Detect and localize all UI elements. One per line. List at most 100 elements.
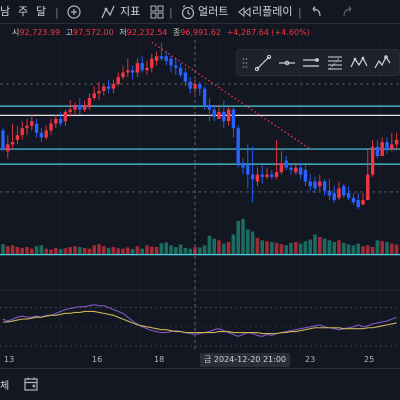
trend-line-icon[interactable]	[253, 53, 273, 73]
volume-bar	[169, 245, 173, 255]
volume-bar	[327, 240, 332, 255]
volume-bar	[58, 249, 63, 255]
interval-week[interactable]: 주	[18, 5, 29, 18]
volume-bar	[25, 247, 29, 255]
replay-button[interactable]: 리플레이	[252, 5, 293, 18]
parallel-channel-icon[interactable]	[301, 53, 321, 73]
volume-bar	[294, 242, 298, 255]
volume-bar	[241, 218, 245, 255]
drag-handle-icon[interactable]	[242, 57, 248, 69]
candle-body	[308, 181, 312, 187]
separator: |	[298, 6, 302, 19]
volume-bar	[361, 246, 365, 255]
candle-body	[231, 109, 236, 129]
candle-body	[279, 162, 284, 173]
volume-bar	[102, 246, 106, 255]
volume-bar	[44, 248, 48, 255]
candle-body	[274, 172, 279, 177]
candle-body	[54, 118, 58, 124]
candle-body	[250, 174, 255, 180]
volume-bar	[130, 249, 135, 255]
interval-month[interactable]: 달	[36, 5, 47, 18]
x-tick: 18	[154, 355, 165, 364]
volume-bar	[82, 247, 87, 255]
volume-bar	[121, 248, 125, 255]
replay-icon[interactable]	[236, 3, 252, 21]
drawing-toolbar	[236, 49, 400, 76]
indicators-icon[interactable]	[100, 3, 116, 21]
candle-body	[169, 58, 173, 66]
ohlc-legend: 시92,723.99 고97,572.00 저92,232.54 종96,991…	[12, 26, 310, 40]
volume-bar	[164, 242, 168, 255]
volume-bar	[255, 237, 260, 255]
bottom-bar: 체	[0, 368, 400, 400]
volume-bar	[260, 240, 264, 255]
candle-body	[289, 167, 293, 170]
xabcd-pattern-icon[interactable]	[349, 53, 369, 73]
volume-bar	[231, 234, 236, 255]
volume-bar	[322, 238, 327, 255]
candle-body	[380, 142, 384, 156]
candle-body	[92, 93, 96, 98]
elliott-wave-icon[interactable]	[373, 53, 393, 73]
volume-bar	[313, 234, 317, 255]
candle-body	[222, 111, 226, 122]
candle-body	[193, 84, 197, 89]
layout-grid-icon[interactable]	[150, 3, 164, 21]
volume-bar	[366, 245, 370, 255]
price-chart[interactable]	[0, 40, 400, 352]
volume-bar	[202, 245, 207, 255]
calendar-goto-date-icon[interactable]	[22, 375, 40, 393]
volume-bar	[63, 248, 68, 255]
indicators-button[interactable]: 지표	[120, 5, 141, 18]
candle-body	[390, 144, 394, 150]
interval-day[interactable]: 남	[0, 5, 11, 18]
candle-body	[198, 84, 202, 89]
compare-add-icon[interactable]	[66, 3, 82, 21]
low-label: 저	[119, 28, 127, 37]
fib-retracement-icon[interactable]	[325, 53, 345, 73]
candle-body	[106, 86, 111, 89]
volume-bar	[116, 248, 120, 255]
time-axis[interactable]: 13 16 18 23 25 금 2024-12-20 21:00	[0, 352, 400, 368]
bottom-bar-text[interactable]: 체	[0, 381, 10, 392]
volume-bar	[87, 248, 92, 255]
candle-body	[126, 70, 130, 73]
candle-body	[10, 142, 15, 145]
volume-bar	[351, 245, 356, 255]
volume-bar	[207, 235, 212, 255]
volume-bar	[346, 244, 351, 255]
volume-bar	[97, 244, 101, 255]
candle-body	[356, 200, 360, 208]
candle-body	[15, 135, 20, 140]
undo-icon[interactable]	[308, 3, 324, 21]
candle-body	[188, 81, 192, 89]
horizontal-ray-icon[interactable]	[277, 53, 297, 73]
volume-bar	[30, 248, 34, 255]
volume-bar	[140, 248, 144, 255]
volume-bar	[135, 246, 140, 255]
rsi-line	[2, 304, 397, 337]
volume-bar	[20, 247, 24, 255]
candle-body	[246, 165, 250, 175]
candle-body	[6, 144, 10, 152]
candle-body	[145, 67, 149, 71]
candle-body	[82, 104, 87, 110]
volume-bar	[318, 236, 322, 255]
candle-body	[135, 63, 140, 73]
candle-body	[361, 200, 365, 205]
crosshair-time-label: 금 2024-12-20 21:00	[200, 353, 290, 367]
alert-clock-icon[interactable]	[180, 3, 196, 21]
volume-bar	[356, 243, 360, 255]
redo-icon[interactable]	[340, 3, 356, 21]
candle-body	[255, 174, 260, 182]
volume-bar	[270, 242, 274, 255]
alert-button[interactable]: 얼러트	[198, 5, 229, 18]
candle-body	[34, 123, 39, 133]
candle-body	[178, 67, 183, 75]
volume-bar	[111, 247, 116, 255]
volume-bar	[250, 231, 255, 255]
candle-body	[385, 142, 389, 150]
candle-body	[78, 104, 82, 110]
candle-body	[1, 130, 5, 150]
